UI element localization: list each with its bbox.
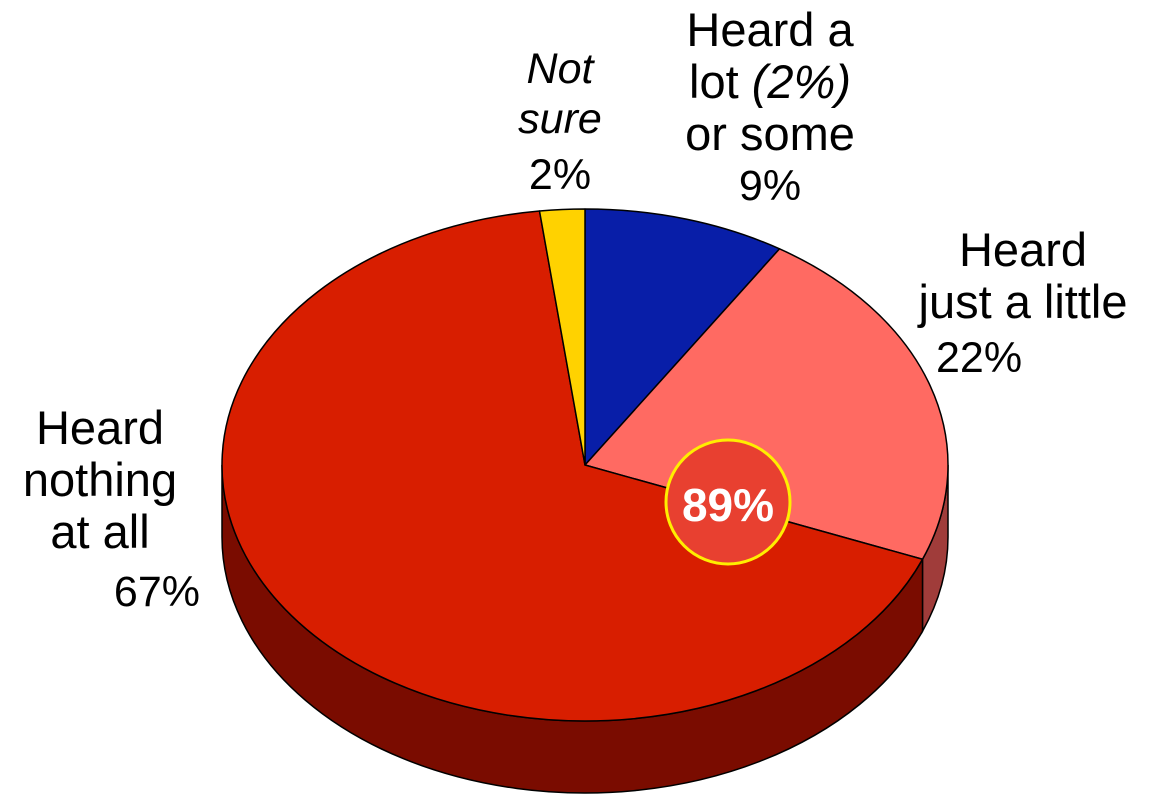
label-line-italic: sure [518,95,602,143]
value-label: 67% [113,568,200,616]
value-label: 2% [528,151,592,199]
highlight-badge: 89% [664,438,792,566]
pie-top-face [221,208,949,722]
label-not-sure: Not sure 2% [500,44,620,200]
highlight-circle [664,438,792,566]
label-line-mixed: lot (2%) [660,56,880,108]
label-line: Heard [958,223,1087,276]
slice-heard-nothing-at-all [221,210,924,722]
label-heard-nothing-at-all: Heard nothing at all 67% [0,402,200,626]
label-line-italic: Not [526,45,594,93]
label-line: at all [50,505,150,558]
highlight-value: 89% [682,479,774,531]
slice-not-sure [538,208,586,466]
label-line: Heard a [686,3,854,56]
label-heard-a-lot-or-some: Heard a lot (2%) or some 9% [660,4,880,212]
label-line: Heard [35,401,164,454]
slice-heard-a-lot-or-some [584,208,781,466]
label-line-italic: (2%) [751,55,851,108]
value-label: 22% [936,334,1023,382]
label-line: lot [689,55,739,108]
label-heard-just-a-little: Heard just a little 22% [900,224,1146,388]
label-line: or some [685,107,855,160]
value-label: 9% [738,162,802,210]
label-line: just a little [918,275,1128,328]
label-line: nothing [22,453,178,506]
